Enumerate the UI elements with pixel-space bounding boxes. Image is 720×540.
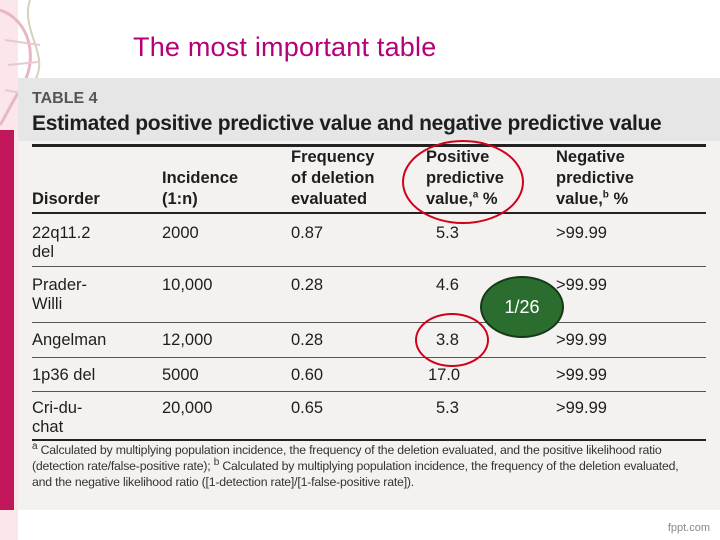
cell-ppv: 5.3 [436,224,459,242]
cell-frequency: 0.60 [291,366,324,384]
cell-frequency: 0.65 [291,399,324,417]
table-header-band [18,78,720,141]
cell-incidence: 2000 [162,224,199,242]
cell-frequency: 0.87 [291,224,324,242]
ppv-header-highlight-circle [402,140,524,224]
header-incidence: Incidence (1:n) [162,169,239,208]
cell-npv: >99.99 [556,366,607,384]
row-divider [32,391,706,392]
header-npv: Negative predictive value,b % [556,148,634,208]
slide-title: The most important table [133,32,437,62]
cell-ppv: 5.3 [436,399,459,417]
table-title: Estimated positive predictive value and … [32,112,662,135]
watermark: fppt.com [667,522,710,534]
cell-disorder: Cri-du-chat [32,399,83,436]
cell-npv: >99.99 [556,276,607,294]
row-divider [32,322,706,323]
cell-disorder: 1p36 del [32,366,96,384]
header-rule [32,212,706,214]
header-disorder: Disorder [32,190,100,208]
cell-npv: >99.99 [556,331,607,349]
cell-incidence: 10,000 [162,276,213,294]
header-frequency: Frequency of deletion evaluated [291,148,375,208]
table-label: TABLE 4 [32,90,98,107]
bottom-rule [32,439,706,441]
top-rule [32,144,706,147]
table-figure: TABLE 4 Estimated positive predictive va… [18,78,720,510]
cell-npv: >99.99 [556,224,607,242]
cell-frequency: 0.28 [291,331,324,349]
cell-disorder: 22q11.2 del [32,224,91,261]
ratio-badge: 1/26 [480,276,564,338]
cell-incidence: 5000 [162,366,199,384]
cell-npv: >99.99 [556,399,607,417]
cell-ppv: 17.0 [428,366,461,384]
cell-incidence: 20,000 [162,399,213,417]
cell-incidence: 12,000 [162,331,213,349]
cell-ppv: 4.6 [436,276,459,294]
row-divider [32,266,706,267]
accent-strip [0,130,14,510]
cell-disorder: Angelman [32,331,107,349]
cell-disorder: Prader- Willi [32,276,88,313]
angelman-ppv-highlight-circle [415,313,489,367]
table-footnote: a Calculated by multiplying population i… [32,440,679,489]
cell-frequency: 0.28 [291,276,324,294]
row-divider [32,357,706,358]
